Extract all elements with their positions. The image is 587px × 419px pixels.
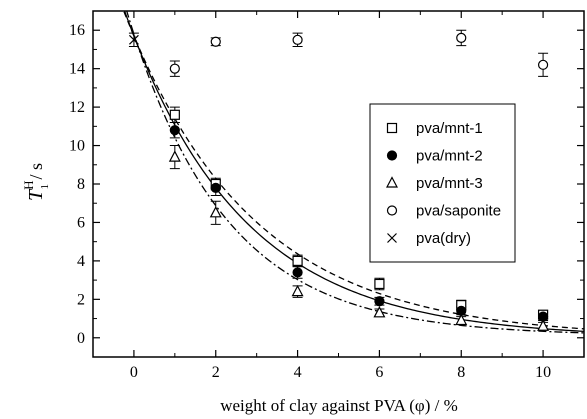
y-tick-label: 6 — [77, 214, 85, 231]
x-tick-label: 10 — [535, 364, 551, 381]
point-pva-mnt-3 — [373, 306, 386, 318]
point-pva-saponite — [210, 36, 221, 47]
x-axis-title: weight of clay against PVA (φ) / % — [220, 396, 458, 415]
x-tick-label: 2 — [212, 364, 220, 381]
y-axis-title-sup: H — [21, 181, 36, 190]
point-pva-mnt-1 — [292, 255, 303, 266]
fit-curve-dashdot — [126, 11, 584, 334]
point-pva-mnt-2 — [169, 125, 180, 136]
y-tick-label: 16 — [69, 22, 85, 39]
point-pva-saponite — [456, 32, 467, 44]
axis-ticks — [92, 10, 585, 358]
point-pva-mnt-2 — [292, 267, 303, 278]
legend-marker-pva-mnt-1 — [386, 122, 398, 134]
legend-marker-pva-mnt-2 — [386, 150, 398, 161]
point-pva-dry — [128, 34, 139, 45]
y-tick-label: 10 — [69, 138, 85, 155]
y-tick-label: 4 — [77, 253, 85, 270]
y-tick-label: 2 — [77, 291, 85, 308]
data-markers — [128, 32, 550, 331]
point-pva-saponite — [537, 59, 549, 70]
svg-text:TH1 / s: TH 1 / s — [21, 163, 51, 201]
legend-marker-pva-mnt-3 — [386, 176, 398, 188]
fit-curve-solid — [123, 11, 584, 333]
legend-label-pva-mnt-2: pva/mnt-2 — [416, 148, 483, 165]
x-tick-labels: 0 2 4 6 8 10 — [130, 364, 551, 381]
legend-label-pva-mnt-3: pva/mnt-3 — [416, 175, 483, 192]
y-tick-label: 12 — [69, 99, 85, 116]
legend-marker-pva-dry — [387, 233, 397, 243]
x-tick-label: 6 — [375, 364, 383, 381]
y-tick-label: 8 — [77, 176, 85, 193]
y-tick-label: 14 — [69, 61, 85, 78]
point-pva-mnt-3 — [455, 313, 468, 326]
legend-label-pva-mnt-1: pva/mnt-1 — [416, 120, 483, 137]
fit-curve-dashed — [123, 11, 584, 330]
y-axis-title-sub: 1 — [39, 184, 51, 190]
x-tick-label: 8 — [457, 364, 465, 381]
legend: pva/mnt-1 pva/mnt-2 pva/mnt-3 pva/saponite p… — [369, 103, 516, 263]
y-tick-labels: 0 2 4 6 8 10 12 14 16 — [69, 22, 85, 347]
legend-label-pva-saponite: pva/saponite — [416, 203, 501, 220]
point-pva-mnt-2 — [374, 296, 385, 307]
point-pva-mnt-3 — [537, 319, 550, 331]
x-tick-label: 4 — [294, 364, 302, 381]
point-pva-mnt-2 — [210, 182, 221, 193]
point-pva-mnt-1 — [169, 109, 180, 120]
point-pva-mnt-3 — [209, 206, 222, 218]
y-axis-title: TH 1 / s — [21, 163, 51, 201]
point-pva-mnt-1 — [374, 278, 385, 290]
x-tick-label: 0 — [130, 364, 138, 381]
y-axis-title-main: T — [25, 188, 47, 201]
y-tick-label: 0 — [77, 330, 85, 347]
point-pva-saponite — [292, 34, 303, 45]
point-pva-mnt-3 — [291, 284, 304, 297]
point-pva-saponite — [169, 63, 180, 74]
legend-label-pva-dry: pva(dry) — [416, 230, 471, 247]
y-axis-title-unit: / s — [26, 163, 46, 184]
point-pva-mnt-3 — [168, 150, 181, 162]
legend-marker-pva-saponite — [386, 205, 398, 216]
fit-curves — [123, 11, 584, 334]
